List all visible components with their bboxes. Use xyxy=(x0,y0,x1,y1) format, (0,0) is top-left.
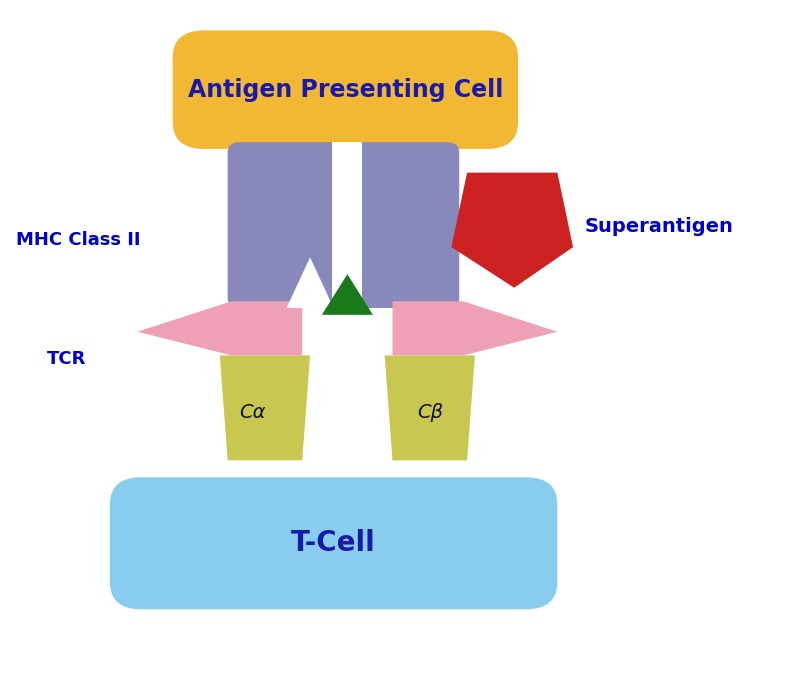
Polygon shape xyxy=(137,301,302,355)
Text: TCR: TCR xyxy=(47,350,86,368)
Text: Cα: Cα xyxy=(239,403,266,422)
FancyBboxPatch shape xyxy=(110,477,557,609)
Polygon shape xyxy=(451,173,573,288)
Polygon shape xyxy=(385,355,475,460)
Text: T-Cell: T-Cell xyxy=(291,529,376,557)
Text: Superantigen: Superantigen xyxy=(585,217,734,236)
Polygon shape xyxy=(392,301,557,355)
Polygon shape xyxy=(287,257,334,308)
FancyBboxPatch shape xyxy=(173,30,518,149)
Polygon shape xyxy=(322,274,373,315)
Text: Vβ: Vβ xyxy=(466,319,491,338)
Text: Vα: Vα xyxy=(187,319,214,338)
Text: Antigen Presenting Cell: Antigen Presenting Cell xyxy=(188,78,503,102)
FancyBboxPatch shape xyxy=(228,142,459,308)
Text: MHC Class II: MHC Class II xyxy=(16,232,141,249)
Text: Cβ: Cβ xyxy=(417,403,444,422)
Polygon shape xyxy=(333,308,363,460)
Polygon shape xyxy=(220,355,310,460)
Polygon shape xyxy=(333,142,363,308)
